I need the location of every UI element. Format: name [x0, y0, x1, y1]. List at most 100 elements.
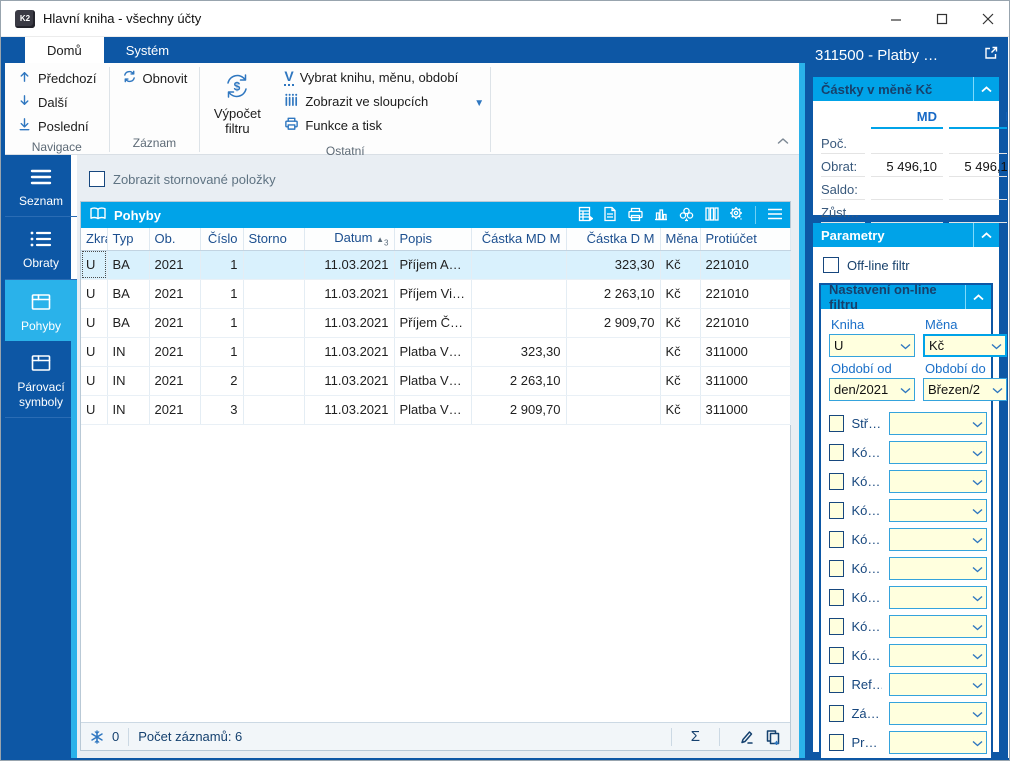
sidebar-item-parovaci-symboly[interactable]: Párovací symboly [5, 341, 77, 418]
collapse-icon[interactable] [965, 285, 991, 309]
col-storno[interactable]: Storno [243, 228, 305, 251]
filter-field: Měna Kč [923, 315, 1007, 357]
filter-checkbox[interactable] [829, 415, 845, 432]
chart-icon[interactable] [653, 206, 669, 225]
filter-select[interactable] [889, 586, 987, 609]
table-row[interactable]: U IN 2021 3 11.03.2021 Platba V… 2 909,70 K… [81, 395, 791, 425]
filter-select[interactable] [889, 557, 987, 580]
table-row[interactable]: U IN 2021 1 11.03.2021 Platba V… 323,30 Kč … [81, 337, 791, 367]
amounts-row: Zůst… [821, 200, 1009, 223]
col-cislo[interactable]: Číslo [200, 228, 244, 251]
col-castka-d[interactable]: Částka D M [566, 228, 661, 251]
combo-chevron-icon [970, 592, 984, 603]
ribbon-separator [199, 67, 201, 152]
filter-checkbox[interactable] [829, 734, 845, 751]
maximize-button[interactable] [919, 1, 965, 37]
col-castka-md[interactable]: Částka MD M [471, 228, 567, 251]
filter-select[interactable] [889, 470, 987, 493]
col-mena[interactable]: Měna [660, 228, 701, 251]
select-book-button[interactable]: V Vybrat knihu, měnu, období [284, 68, 459, 86]
filter-select[interactable] [889, 528, 987, 551]
next-button[interactable]: Další [11, 91, 103, 113]
filter-select[interactable] [889, 441, 987, 464]
filter-select[interactable]: U [829, 334, 915, 357]
columns-icon[interactable] [704, 206, 719, 225]
col-zkra[interactable]: Zkra [81, 228, 108, 251]
chevron-down-icon[interactable]: ▼ [474, 98, 485, 110]
filter-checkbox[interactable] [829, 618, 845, 635]
col-ob[interactable]: Ob. [149, 228, 201, 251]
filter-select[interactable] [889, 702, 987, 725]
show-storno-checkbox[interactable] [89, 171, 105, 187]
table-row[interactable]: U BA 2021 1 11.03.2021 Příjem Č… 2 909,70 K… [81, 308, 791, 338]
relations-icon[interactable] [678, 206, 695, 225]
filter-checkbox[interactable] [829, 531, 845, 548]
offline-filter-checkbox[interactable] [823, 257, 839, 273]
table-row[interactable]: U BA 2021 1 11.03.2021 Příjem A… 323,30 Kč … [81, 250, 791, 280]
amounts-column-headers: MD D [821, 105, 1009, 129]
filter-select[interactable]: Březen/2 [923, 378, 1007, 401]
collapse-icon[interactable] [973, 77, 999, 101]
filter-select[interactable] [889, 644, 987, 667]
menu-icon[interactable] [766, 207, 784, 224]
tab-domu[interactable]: Domů [25, 37, 104, 63]
filter-checkbox[interactable] [829, 473, 845, 490]
filter-select[interactable] [889, 615, 987, 638]
ribbon-collapse-icon[interactable] [777, 133, 789, 148]
previous-button[interactable]: Předchozí [11, 67, 103, 89]
status-separator [670, 727, 672, 746]
filter-select[interactable] [889, 412, 987, 435]
combo-chevron-icon [989, 340, 1003, 351]
filter-checkbox[interactable] [829, 444, 845, 461]
filter-select[interactable] [889, 673, 987, 696]
tab-system[interactable]: Systém [125, 42, 170, 58]
filter-select[interactable] [889, 731, 987, 754]
filter-row: Kó… [829, 438, 987, 467]
close-button[interactable] [965, 1, 1009, 37]
sum-icon[interactable]: Σ [690, 728, 700, 745]
settings-icon[interactable] [728, 205, 745, 225]
grid-title: Pohyby [114, 207, 161, 223]
filter-select[interactable] [889, 499, 987, 522]
compute-filter-button[interactable]: $ Výpočet filtru [206, 67, 268, 141]
sidebar-item-seznam[interactable]: Seznam [5, 155, 77, 218]
minimize-button[interactable] [873, 1, 919, 37]
copy-add-icon[interactable] [765, 729, 782, 745]
last-button[interactable]: Poslední [11, 115, 103, 137]
open-external-icon[interactable] [983, 45, 999, 65]
col-datum[interactable]: Datum ▲3 [304, 228, 395, 251]
filter-checkbox[interactable] [829, 647, 845, 664]
report-icon[interactable] [577, 206, 594, 225]
functions-print-button[interactable]: Funkce a tisk [278, 114, 464, 136]
filter-checkbox[interactable] [829, 589, 845, 606]
filter-select[interactable]: den/2021 [829, 378, 915, 401]
filter-checkbox[interactable] [829, 560, 845, 577]
refresh-button[interactable]: Obnovit [116, 67, 194, 89]
filter-checkbox[interactable] [829, 502, 845, 519]
arrow-down-bar-icon [17, 117, 32, 135]
amounts-row: Saldo: [821, 177, 1009, 200]
combo-chevron-icon [970, 650, 984, 661]
pohyby-table: Zkra Typ Ob. Číslo Storno Datum ▲3 Popis… [81, 228, 791, 425]
show-in-columns-button[interactable]: Zobrazit ve sloupcích [278, 90, 464, 112]
book-icon [89, 206, 107, 224]
edit-icon[interactable] [739, 729, 755, 745]
combo-chevron-icon [970, 708, 984, 719]
svg-text:$: $ [234, 80, 241, 94]
col-protiucet[interactable]: Protiúčet [700, 228, 791, 251]
filter-select[interactable]: Kč [923, 334, 1007, 357]
collapse-icon[interactable] [973, 223, 999, 247]
document-icon[interactable] [602, 206, 618, 225]
filter-checkbox[interactable] [829, 705, 845, 722]
ribbon-group-zaznam: Obnovit Záznam [110, 63, 200, 154]
columns-view-icon [284, 92, 299, 110]
col-popis[interactable]: Popis [394, 228, 472, 251]
sidebar-item-obraty[interactable]: Obraty [5, 217, 77, 280]
print-icon[interactable] [627, 206, 644, 225]
table-row[interactable]: U BA 2021 1 11.03.2021 Příjem Vi… 2 263,10… [81, 279, 791, 309]
table-row[interactable]: U IN 2021 2 11.03.2021 Platba V… 2 263,10 K… [81, 366, 791, 396]
col-typ[interactable]: Typ [107, 228, 150, 251]
filter-checkbox[interactable] [829, 676, 845, 693]
sidebar-item-pohyby[interactable]: Pohyby [5, 279, 77, 342]
combo-chevron-icon [970, 418, 984, 429]
